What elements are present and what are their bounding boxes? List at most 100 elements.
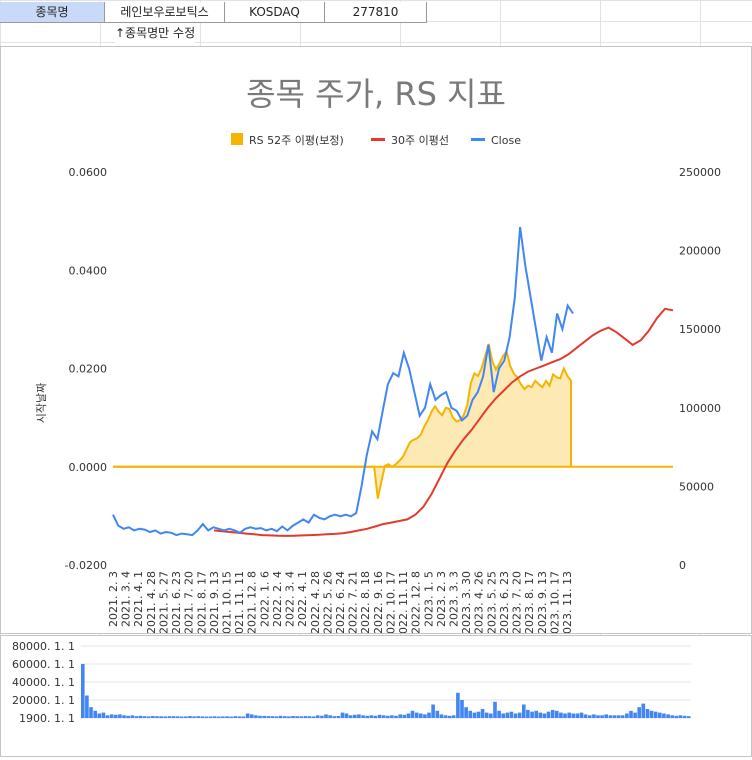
volume-bar: [311, 716, 316, 718]
volume-bar: [179, 716, 184, 718]
volume-bar: [534, 710, 538, 718]
volume-bar: [361, 715, 365, 718]
volume-bar: [439, 714, 444, 718]
volume-bar: [184, 716, 188, 718]
volume-bar: [542, 713, 547, 718]
cell-code[interactable]: 277810: [325, 2, 427, 23]
volume-bar: [489, 713, 493, 718]
close-series-line: [112, 226, 574, 537]
volume-bar: [307, 716, 312, 718]
volume-bar: [468, 710, 472, 718]
volume-bar: [295, 716, 299, 718]
volume-bar: [324, 714, 328, 718]
volume-bar: [258, 715, 262, 719]
x-tick-label: 2021. 5. 27: [157, 571, 170, 633]
right-tick-label: 50000: [679, 480, 714, 493]
volume-bar: [670, 715, 674, 718]
volume-bar: [192, 716, 196, 718]
x-tick-label: 2022. 5. 26: [321, 571, 334, 633]
volume-bar: [472, 712, 477, 718]
volume-bar: [550, 709, 555, 718]
volume-bar: [592, 714, 596, 718]
volume-bar: [678, 715, 683, 718]
x-tick-label: 2023. 1. 5: [422, 571, 435, 627]
volume-tick-label: 60000. 1. 1: [12, 658, 75, 671]
volume-bar: [241, 716, 246, 718]
volume-bar: [641, 703, 646, 718]
volume-bar: [217, 716, 221, 718]
volume-bar: [159, 716, 163, 718]
volume-bar: [373, 715, 378, 719]
x-tick-label: 2022. 4. 1: [296, 571, 309, 627]
edit-note: ↑종목명만 수정: [115, 23, 196, 44]
volume-bar: [686, 716, 691, 718]
volume-bar: [151, 716, 155, 718]
x-tick-label: 2023. 4. 26: [473, 571, 486, 633]
volume-bar: [501, 713, 505, 718]
volume-bar: [291, 716, 295, 718]
volume-bar: [447, 715, 452, 719]
legend-swatch-ma30: [371, 138, 385, 141]
rs-area-fill: [113, 343, 571, 499]
volume-bar: [476, 711, 481, 718]
volume-bar: [328, 715, 332, 718]
volume-bar: [237, 716, 242, 718]
volume-chart-panel[interactable]: 80000. 1. 1 60000. 1. 1 40000. 1. 1 20000. …: [0, 635, 752, 757]
left-tick-label: 0.0400: [69, 264, 108, 277]
cell-label-stock-name[interactable]: 종목명: [0, 2, 105, 23]
volume-bar: [604, 714, 608, 718]
x-tick-label: 2023. 10. 17: [548, 571, 561, 633]
volume-bar: [493, 701, 497, 718]
volume-bar: [390, 715, 394, 718]
ma30-series-line: [213, 307, 674, 537]
x-tick-label: 2022. 4. 28: [309, 571, 322, 633]
volume-bar: [600, 715, 604, 718]
volume-bar: [484, 712, 489, 718]
volume-bar: [97, 713, 102, 718]
x-tick-label: 2021. 10. 15: [221, 571, 234, 633]
x-tick-label: 2023. 3. 3: [448, 571, 461, 627]
volume-bar: [315, 715, 320, 718]
volume-bar: [423, 714, 427, 718]
x-tick-label: 2022. 7. 21: [347, 571, 360, 633]
volume-bar: [666, 714, 670, 718]
volume-bar: [394, 715, 398, 719]
volume-tick-label: 20000. 1. 1: [12, 694, 75, 707]
volume-bar: [299, 716, 303, 718]
volume-bar: [682, 715, 687, 719]
cell-stock-name[interactable]: 레인보우로보틱스: [105, 2, 225, 23]
volume-bar: [575, 713, 580, 718]
volume-bar: [398, 714, 402, 718]
x-tick-label: 2023. 11. 13: [561, 571, 574, 633]
x-tick-label: 2022. 9. 16: [372, 571, 385, 633]
volume-bar: [427, 712, 431, 718]
volume-bar: [81, 664, 85, 718]
volume-bar: [513, 713, 518, 718]
volume-bar: [559, 712, 563, 718]
volume-bar: [254, 715, 258, 718]
x-tick-label: 2022. 3. 4: [284, 571, 297, 627]
cell-market[interactable]: KOSDAQ: [225, 2, 325, 23]
x-tick-label: 2021. 9. 13: [208, 571, 221, 633]
x-tick-label: 2022. 8. 18: [359, 571, 372, 633]
volume-bar: [435, 710, 440, 718]
volume-bar: [381, 715, 386, 718]
left-axis-ticks: 0.0600 0.0400 0.0200 0.0000 -0.0200: [65, 166, 107, 572]
volume-bar: [369, 715, 374, 718]
volume-bar: [357, 714, 361, 718]
x-tick-label: 2021. 12. 8: [246, 571, 259, 633]
volume-bar: [431, 704, 435, 718]
x-tick-label: 2022. 11. 11: [397, 571, 410, 633]
volume-bar: [278, 715, 283, 719]
right-tick-label: 150000: [679, 323, 721, 336]
volume-bar: [229, 716, 233, 718]
volume-bar: [579, 712, 584, 718]
volume-bar: [163, 716, 167, 718]
volume-axis-ticks: 80000. 1. 1 60000. 1. 1 40000. 1. 1 20000. …: [12, 640, 691, 725]
volume-bar: [245, 713, 250, 718]
x-tick-label: 2021. 4. 1: [132, 571, 145, 627]
volume-bar: [89, 707, 93, 718]
main-chart-panel[interactable]: 종목 주가, RS 지표 RS 52주 이평(보정) 30주 이평선 Close…: [0, 46, 752, 641]
volume-bar: [616, 715, 621, 718]
volume-bar: [105, 715, 110, 718]
